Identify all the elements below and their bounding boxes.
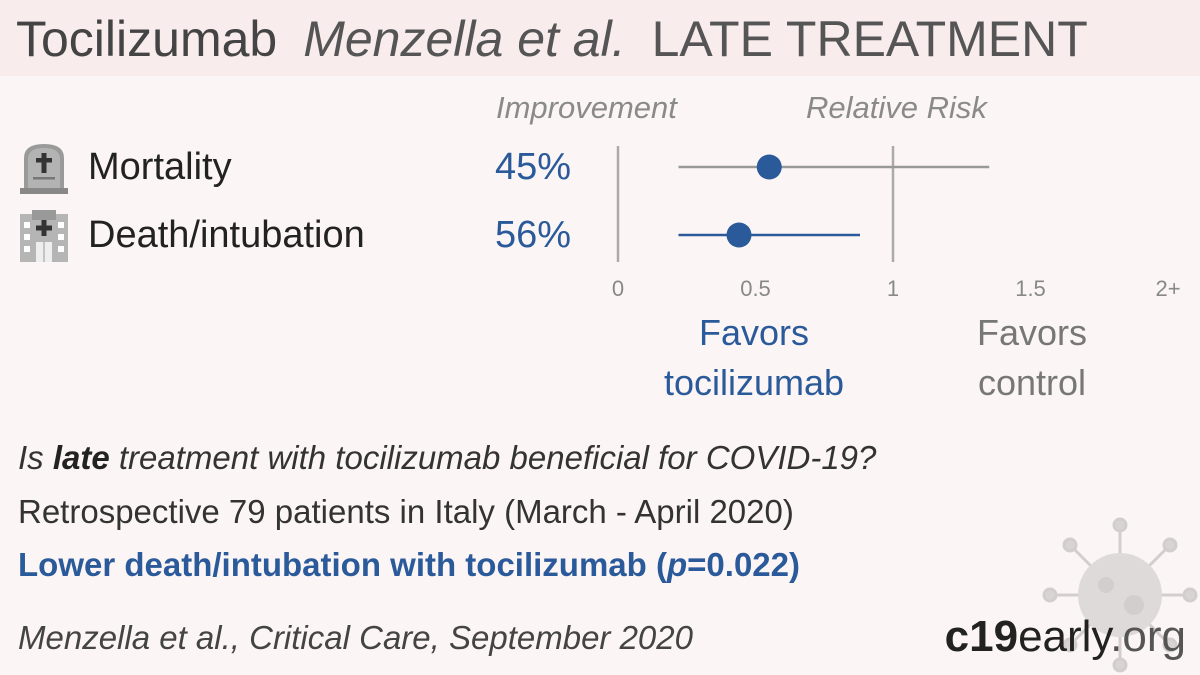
title-authors: Menzella et al.: [303, 11, 626, 67]
improvement-death-intubation: 56%: [495, 214, 572, 256]
favors-control-label: Favors control: [912, 308, 1152, 408]
favors-treatment-line1: Favors: [698, 312, 810, 353]
page-title: Tocilizumab Menzella et al. LATE TREATMENT: [16, 8, 1088, 70]
favors-control-line1: Favors: [976, 312, 1088, 353]
result-p: p: [666, 546, 688, 583]
row-label-mortality: Mortality: [88, 146, 232, 188]
brand-early: early: [1018, 612, 1111, 661]
brand-org: .org: [1110, 612, 1186, 661]
virus-icon: [1042, 517, 1198, 673]
x-tick-label: 1: [887, 276, 899, 301]
column-header-improvement: Improvement: [496, 90, 677, 125]
x-tick-label: 2+: [1155, 276, 1180, 301]
x-tick-label: 1.5: [1015, 276, 1046, 301]
row-label-death-intubation: Death/intubation: [88, 214, 365, 256]
tombstone-icon: [18, 140, 70, 199]
favors-treatment-label: Favors tocilizumab: [634, 308, 874, 408]
point-estimate-death-intubation: [726, 222, 752, 248]
x-tick-label: 0.5: [740, 276, 771, 301]
forest-plot: 0 0.5 1 1.5 2+: [612, 146, 1181, 301]
result-suffix: =0.022): [687, 546, 800, 583]
x-tick-label: 0: [612, 276, 624, 301]
citation: Menzella et al., Critical Care, Septembe…: [18, 619, 693, 656]
improvement-mortality: 45%: [495, 146, 572, 188]
study-question: Is late treatment with tocilizumab benef…: [18, 436, 876, 480]
title-drug: Tocilizumab: [16, 11, 278, 67]
brand-logo: c19early.org: [945, 610, 1186, 664]
point-estimate-mortality: [756, 154, 782, 180]
question-suffix: treatment with tocilizumab beneficial fo…: [109, 439, 877, 476]
favors-control-line2: control: [977, 362, 1087, 403]
question-prefix: Is: [18, 439, 53, 476]
hospital-icon: [18, 208, 70, 269]
header-band: [0, 0, 1200, 76]
study-design: Retrospective 79 patients in Italy (Marc…: [18, 493, 794, 530]
favors-treatment-line2: tocilizumab: [663, 362, 845, 403]
title-stage: LATE TREATMENT: [651, 11, 1088, 67]
result-prefix: Lower death/intubation with tocilizumab …: [18, 546, 667, 583]
brand-c19: c19: [944, 612, 1019, 661]
column-header-relative-risk: Relative Risk: [806, 90, 987, 125]
study-result: Lower death/intubation with tocilizumab …: [18, 543, 800, 587]
question-stage: late: [52, 439, 110, 476]
